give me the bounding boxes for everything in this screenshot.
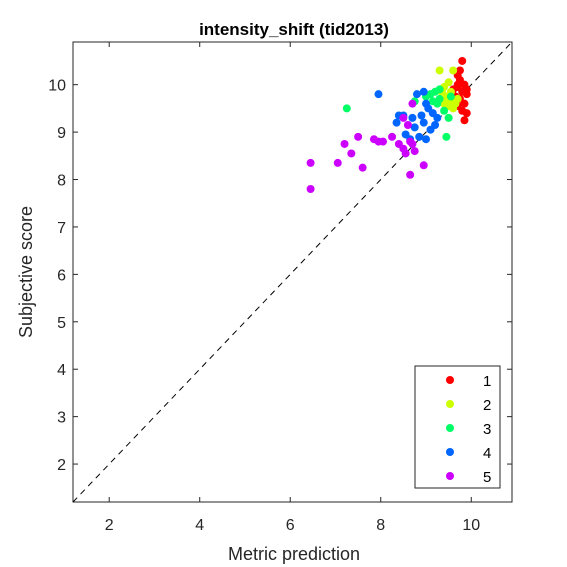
data-point-series-2 <box>453 94 462 103</box>
data-point-series-5 <box>333 158 342 167</box>
data-point-series-4 <box>392 118 401 127</box>
data-point-series-4 <box>433 113 442 122</box>
data-point-series-3 <box>444 113 453 122</box>
data-point-series-3 <box>435 85 444 94</box>
x-tick-label: 8 <box>376 517 385 534</box>
data-point-series-5 <box>347 149 356 158</box>
y-tick-label: 7 <box>57 220 66 237</box>
data-point-series-4 <box>374 90 383 99</box>
data-point-series-2 <box>435 66 444 75</box>
data-point-series-4 <box>419 118 428 127</box>
legend-marker-2 <box>446 400 454 408</box>
legend-marker-3 <box>446 424 454 432</box>
y-tick-label: 8 <box>57 173 66 190</box>
data-point-series-4 <box>431 120 440 129</box>
data-point-series-1 <box>453 80 462 89</box>
y-tick-label: 10 <box>48 78 66 95</box>
data-point-series-5 <box>403 120 412 129</box>
data-point-series-2 <box>449 104 458 113</box>
data-point-series-4 <box>417 111 426 120</box>
data-point-series-1 <box>462 85 471 94</box>
data-point-series-1 <box>460 116 469 125</box>
y-axis-label: Subjective score <box>16 206 36 338</box>
y-tick-label: 2 <box>57 457 66 474</box>
data-point-series-4 <box>422 135 431 144</box>
data-point-series-5 <box>388 132 397 141</box>
y-tick-label: 6 <box>57 267 66 284</box>
legend-marker-5 <box>446 472 454 480</box>
data-point-series-3 <box>440 106 449 115</box>
x-tick-label: 4 <box>195 517 204 534</box>
data-point-series-1 <box>458 56 467 65</box>
legend-label: 1 <box>483 373 491 390</box>
data-point-series-1 <box>462 109 471 118</box>
data-point-series-3 <box>428 97 437 106</box>
data-point-series-5 <box>306 185 315 194</box>
data-point-series-5 <box>408 139 417 148</box>
y-axis-ticks: 2 3 4 5 6 7 8 9 10 <box>48 78 512 474</box>
data-point-series-5 <box>410 147 419 156</box>
data-point-series-5 <box>306 158 315 167</box>
data-point-series-3 <box>342 104 351 113</box>
data-point-series-5 <box>340 139 349 148</box>
data-point-series-2 <box>449 66 458 75</box>
legend-label: 3 <box>483 421 491 438</box>
data-point-series-5 <box>401 149 410 158</box>
data-point-series-1 <box>460 99 469 108</box>
data-point-series-5 <box>406 170 415 179</box>
data-point-series-4 <box>419 87 428 96</box>
data-point-series-5 <box>354 132 363 141</box>
legend: 1 2 3 4 5 <box>414 365 501 489</box>
y-tick-label: 5 <box>57 315 66 332</box>
data-point-series-4 <box>412 90 421 99</box>
legend-marker-4 <box>446 448 454 456</box>
y-tick-label: 4 <box>57 362 66 379</box>
legend-label: 2 <box>483 397 491 414</box>
data-point-series-5 <box>399 113 408 122</box>
data-point-series-5 <box>358 163 367 172</box>
data-point-series-5 <box>379 137 388 146</box>
x-tick-label: 10 <box>462 517 480 534</box>
data-points <box>306 56 471 194</box>
data-point-series-5 <box>408 99 417 108</box>
legend-label: 5 <box>483 469 491 486</box>
data-point-series-3 <box>442 132 451 141</box>
legend-box <box>414 365 501 489</box>
data-point-series-4 <box>408 113 417 122</box>
data-point-series-5 <box>369 135 378 144</box>
legend-marker-1 <box>446 376 454 384</box>
x-axis-ticks: 2 4 6 8 10 <box>105 42 480 534</box>
data-point-series-4 <box>415 132 424 141</box>
data-point-series-4 <box>410 123 419 132</box>
x-axis-label: Metric prediction <box>228 544 360 564</box>
y-tick-label: 3 <box>57 410 66 427</box>
legend-label: 4 <box>483 445 491 462</box>
x-tick-label: 2 <box>105 517 114 534</box>
y-tick-label: 9 <box>57 125 66 142</box>
data-point-series-3 <box>446 92 455 101</box>
x-tick-label: 6 <box>286 517 295 534</box>
data-point-series-5 <box>419 161 428 170</box>
chart-title: intensity_shift (tid2013) <box>199 20 389 39</box>
